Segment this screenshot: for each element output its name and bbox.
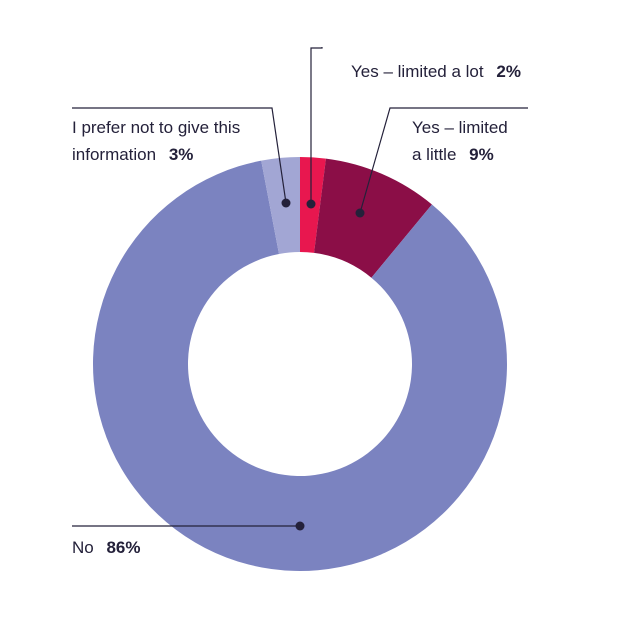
slice-label-percent: 86% — [106, 538, 140, 557]
slice-label-percent: 3% — [169, 145, 194, 164]
marker-dot-prefer-not — [281, 198, 291, 208]
slice-label-limited-a-little-line1: Yes – limited — [412, 118, 508, 137]
donut-slice-no — [93, 160, 507, 571]
slice-label-percent: 2% — [496, 62, 521, 81]
slice-label-text: No — [72, 538, 94, 557]
donut-slice-yes-limited-a-little — [314, 158, 432, 278]
slice-label-percent: 9% — [469, 145, 494, 164]
slice-label-limited-a-little-line2: a little 9% — [412, 145, 494, 164]
slice-label-prefer-not-line2: information 3% — [72, 145, 193, 164]
leader-line-limited-a-little — [359, 107, 528, 214]
slice-label-text: information — [72, 145, 156, 164]
slice-label-limited-a-lot: Yes – limited a lot 2% — [351, 62, 521, 81]
donut-slices — [93, 157, 507, 571]
leader-line-limited-a-lot — [310, 47, 323, 204]
marker-dot-no — [295, 521, 305, 531]
slice-label-text: a little — [412, 145, 456, 164]
donut-slice-i-prefer-not-to-give-this-information — [261, 157, 300, 254]
slice-label-text: Yes – limited a lot — [351, 62, 484, 81]
slice-label-no: No 86% — [72, 538, 141, 557]
leader-line-prefer-not — [72, 107, 287, 204]
marker-dot-limited-a-little — [355, 208, 365, 218]
leader-lines — [72, 47, 528, 531]
marker-dot-limited-a-lot — [306, 199, 316, 209]
slice-label-prefer-not-line1: I prefer not to give this — [72, 118, 240, 137]
